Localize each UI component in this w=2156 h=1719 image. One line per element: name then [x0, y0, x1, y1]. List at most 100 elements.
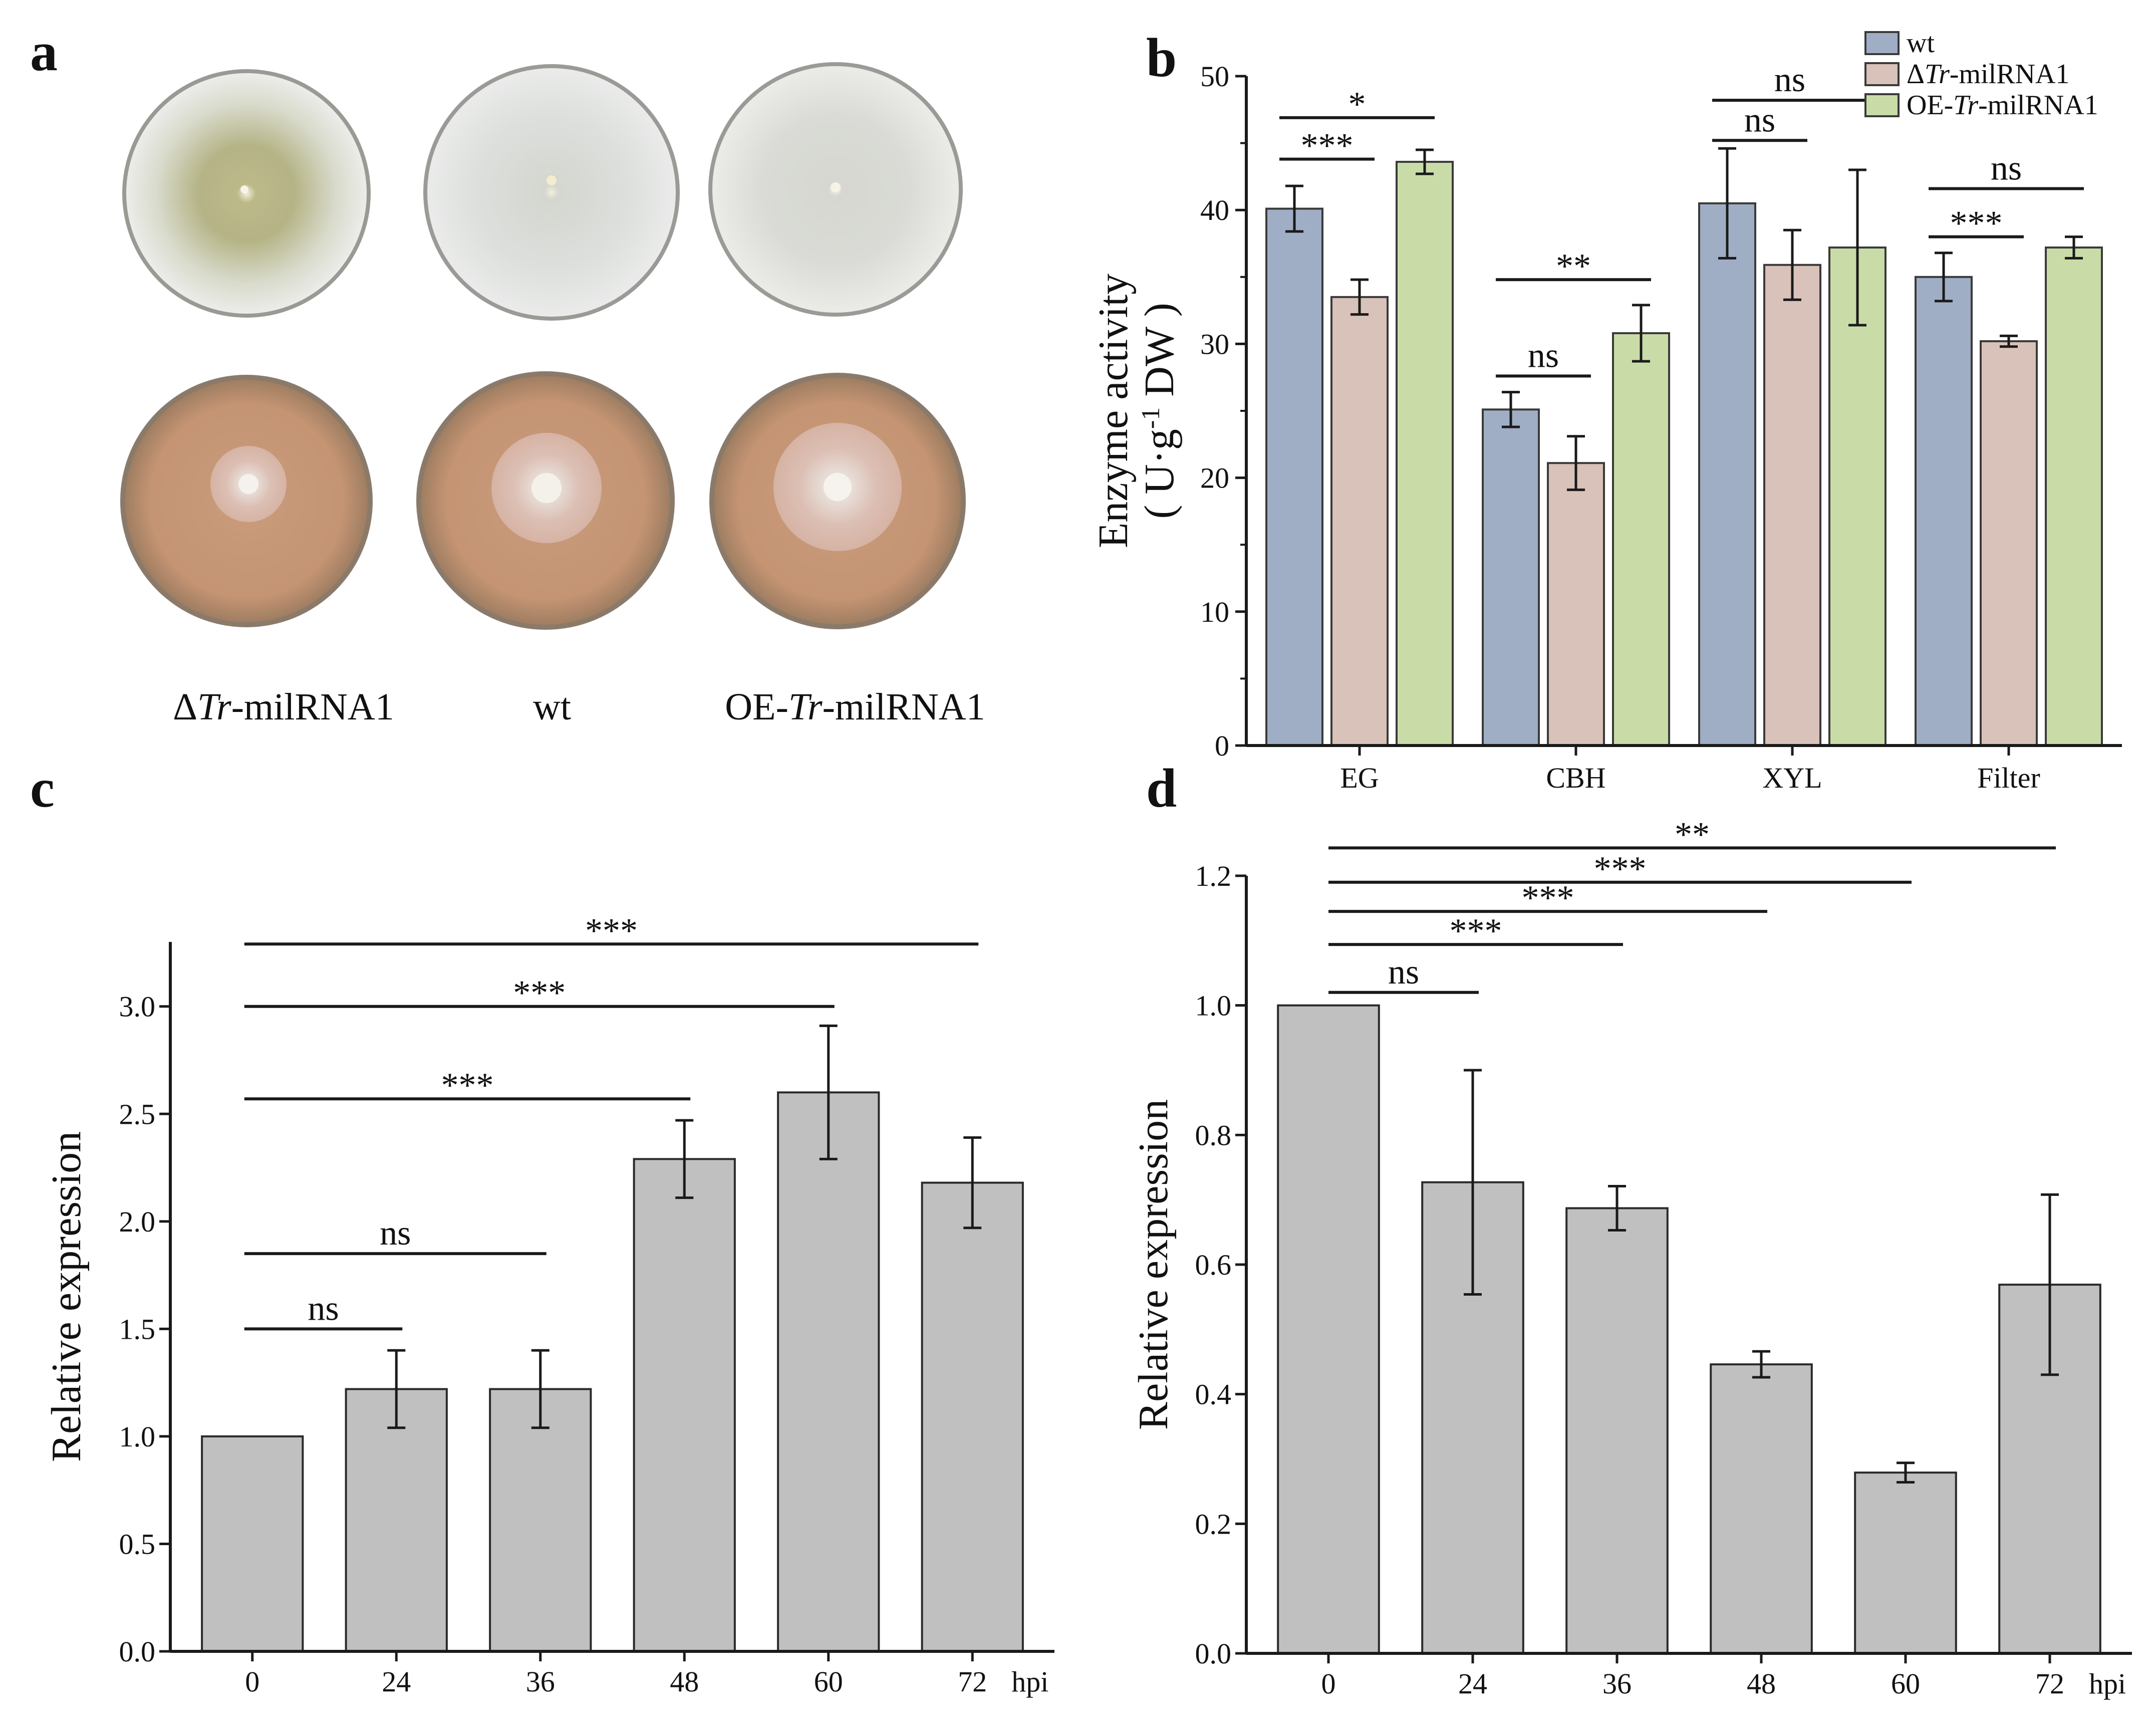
bar-Filter-series-0 — [1915, 276, 1973, 747]
y-tick-label-0: 0.0 — [119, 1635, 156, 1668]
panel-a-plates: a — [30, 21, 985, 728]
bar-XYL-series-0 — [1698, 202, 1756, 747]
y-axis-label-line1: Enzyme activity — [1090, 274, 1137, 548]
sig-b-2-label: ns — [1528, 337, 1559, 375]
sig-b-4-label: ns — [1744, 101, 1775, 139]
y-tick-label-4: 2.0 — [119, 1205, 156, 1238]
x-tick-label-60: 60 — [1891, 1667, 1920, 1700]
sig-panel-c-1-label: ns — [380, 1214, 411, 1253]
y-axis-label-text: Relative expression — [43, 1131, 90, 1462]
plate-oe-back — [709, 373, 966, 629]
sig-panel-c-2-label: *** — [441, 1066, 494, 1105]
bar-0h — [201, 1435, 304, 1653]
label-oe-strain: OE-Tr-milRNA1 — [725, 686, 985, 728]
y-tick-label-4: 0.8 — [1195, 1119, 1232, 1151]
panel-a-letter: a — [30, 21, 58, 82]
panel-d-relative-expression-chart: d 0.0 0.2 0.4 0.6 0.8 1.0 1.2 0 24 36 48 60 72 hpi Rel… — [1130, 758, 2132, 1700]
y-tick-label-6: 3.0 — [119, 991, 156, 1023]
bar-48h — [1710, 1363, 1813, 1654]
bar-0h — [1277, 1004, 1380, 1654]
y-tick-label-3: 1.5 — [119, 1313, 156, 1345]
y-tick-label-40: 40 — [1200, 194, 1229, 226]
y-tick-label-30: 30 — [1200, 328, 1229, 360]
bar-36h — [489, 1388, 592, 1652]
sig-panel-d-2-label: *** — [1522, 879, 1574, 917]
plate-oe-front — [708, 62, 963, 317]
sig-panel-d-1-label: *** — [1450, 912, 1502, 950]
label-wt-strain: wt — [533, 686, 571, 728]
y-tick-label-2: 0.4 — [1195, 1378, 1232, 1411]
y-axis-label-text: Relative expression — [1130, 1099, 1177, 1430]
legend-label-1: ΔTr-milRNA1 — [1907, 59, 2069, 90]
bar-EG-series-1 — [1330, 296, 1389, 747]
x-tick-label-72: 72 — [958, 1665, 987, 1698]
x-tick-label-CBH: CBH — [1546, 762, 1605, 794]
y-axis-label: Enzyme activity( U·g-1 DW ) — [1090, 274, 1183, 548]
bar-Filter-series-2 — [2045, 247, 2103, 747]
bar-72h — [921, 1181, 1024, 1652]
y-axis-label-line2: ( U·g-1 DW ) — [1136, 303, 1183, 519]
sig-b-5-label: ns — [1774, 61, 1805, 99]
plate-wt-front — [423, 64, 680, 321]
panel-b-letter: b — [1146, 27, 1177, 88]
sig-panel-d-0-label: ns — [1388, 953, 1419, 992]
bar-EG-series-0 — [1265, 207, 1323, 747]
y-axis-label: Relative expression — [1130, 1099, 1177, 1430]
panel-c-letter: c — [30, 758, 55, 819]
bar-CBH-series-1 — [1547, 462, 1605, 747]
y-tick-label-3: 0.6 — [1195, 1249, 1232, 1281]
bar-XYL-series-2 — [1828, 247, 1886, 747]
label-delta-strain: ΔTr-milRNA1 — [173, 686, 394, 728]
x-tick-label-24: 24 — [382, 1665, 411, 1698]
y-tick-label-5: 2.5 — [119, 1098, 156, 1130]
bar-EG-series-2 — [1396, 161, 1454, 747]
sig-b-6-label: *** — [1950, 204, 2003, 243]
sig-panel-d-4-label: ** — [1675, 815, 1710, 854]
y-tick-label-20: 20 — [1200, 462, 1229, 495]
x-tick-label-XYL: XYL — [1762, 762, 1822, 794]
x-axis-unit-label: hpi — [2089, 1667, 2126, 1700]
y-tick-label-1: 0.5 — [119, 1528, 156, 1560]
sig-panel-c-4-label: *** — [585, 911, 638, 950]
y-tick-label-6: 1.2 — [1195, 860, 1232, 892]
legend-label-0: wt — [1907, 28, 1935, 59]
panel-c-relative-expression-chart: c 0.0 0.5 1.0 1.5 2.0 2.5 3.0 0 24 36 48 60 72 hpi Rel… — [30, 758, 1054, 1698]
sig-b-1-label: * — [1349, 85, 1366, 124]
legend-swatch-0 — [1864, 31, 1900, 55]
x-tick-label-24: 24 — [1458, 1667, 1487, 1700]
y-tick-label-2: 1.0 — [119, 1420, 156, 1453]
bar-XYL-series-1 — [1763, 264, 1821, 747]
legend-swatch-1 — [1864, 62, 1900, 86]
x-tick-label-EG: EG — [1340, 762, 1379, 794]
sig-panel-c-0-label: ns — [308, 1289, 339, 1328]
bar-60h — [1854, 1471, 1957, 1654]
plate-delta-front — [122, 69, 371, 318]
x-tick-label-36: 36 — [1602, 1667, 1632, 1700]
plate-delta-back — [120, 375, 373, 627]
sig-b-7-label: ns — [1991, 149, 2022, 187]
x-tick-label-0: 0 — [245, 1665, 259, 1698]
x-tick-label-0: 0 — [1321, 1667, 1336, 1700]
y-tick-label-10: 10 — [1200, 596, 1229, 628]
bar-24h — [345, 1388, 448, 1652]
x-axis-unit-label: hpi — [1011, 1665, 1048, 1698]
sig-b-0-label: *** — [1301, 127, 1354, 165]
y-axis-label: Relative expression — [43, 1131, 90, 1462]
panel-b-enzyme-activity-chart: b 0 10 20 30 40 50 EG CBH XYL Filter Enzyme activi… — [1090, 27, 2122, 794]
bar-CBH-series-2 — [1612, 332, 1670, 747]
bar-CBH-series-0 — [1482, 408, 1540, 747]
bar-60h — [777, 1091, 880, 1652]
x-tick-label-72: 72 — [2035, 1667, 2064, 1700]
y-tick-label-1: 0.2 — [1195, 1508, 1232, 1540]
x-tick-label-48: 48 — [1747, 1667, 1776, 1700]
plate-wt-back — [416, 371, 675, 630]
bar-36h — [1565, 1207, 1669, 1654]
legend-swatch-2 — [1864, 93, 1900, 117]
sig-panel-d-3-label: *** — [1594, 850, 1647, 888]
bar-48h — [633, 1158, 736, 1652]
y-tick-label-0: 0 — [1215, 729, 1229, 762]
y-tick-label-50: 50 — [1200, 60, 1229, 93]
panel-d-letter: d — [1146, 758, 1177, 819]
